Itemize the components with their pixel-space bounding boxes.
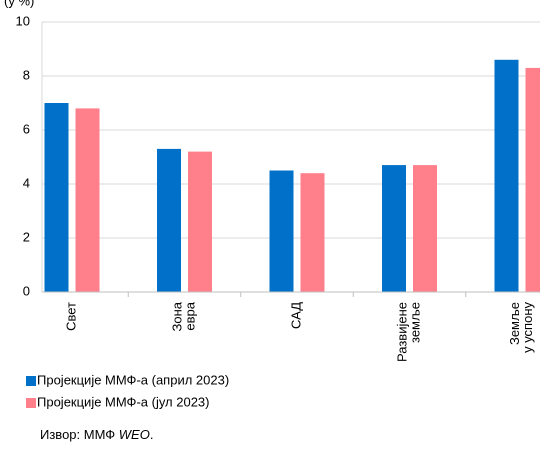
x-tick-label: земље <box>407 302 422 343</box>
source-italic: WEO <box>119 427 150 442</box>
unit-label: (у %) <box>4 0 34 8</box>
bar <box>413 165 437 292</box>
source: Извор: ММФ WEO. <box>40 427 153 442</box>
bar <box>44 103 69 292</box>
x-tick-label: Свет <box>63 302 78 331</box>
x-tick-label: Развијене <box>394 302 409 362</box>
x-tick-label: САД <box>288 302 303 329</box>
y-tick-label: 8 <box>23 67 30 82</box>
bar <box>75 108 100 293</box>
legend-swatch <box>26 398 36 408</box>
y-tick-label: 10 <box>16 13 30 28</box>
x-tick-label: Земље <box>507 302 522 345</box>
x-tick-label: у успону <box>520 302 535 353</box>
bar <box>157 148 181 292</box>
x-tick-label: евра <box>182 301 197 330</box>
bar <box>188 151 212 292</box>
x-tick-label: Зона <box>169 301 184 331</box>
legend-swatch <box>26 376 36 386</box>
bar <box>300 173 325 292</box>
bar <box>269 170 294 292</box>
y-tick-label: 6 <box>23 121 30 136</box>
bar <box>382 165 406 292</box>
legend-label: Пројекције ММФ-а (јул 2023) <box>37 394 210 409</box>
bar <box>494 59 519 292</box>
y-tick-label: 0 <box>23 283 30 298</box>
bar <box>525 67 540 293</box>
y-tick-label: 4 <box>23 175 30 190</box>
legend-label: Пројекције ММФ-а (април 2023) <box>37 372 229 387</box>
source-text: Извор: ММФ <box>40 427 115 442</box>
source-end: . <box>150 427 154 442</box>
y-tick-label: 2 <box>23 229 30 244</box>
